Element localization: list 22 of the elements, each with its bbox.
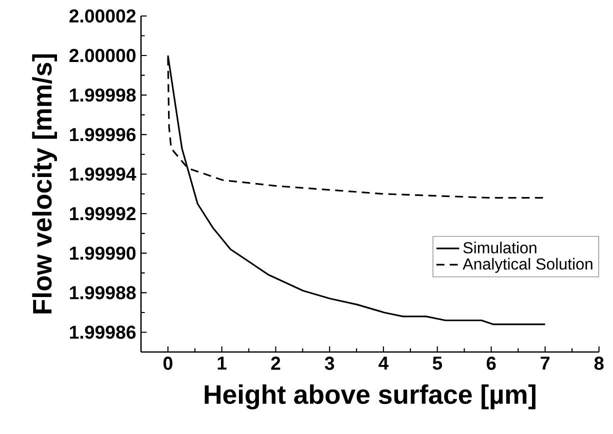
y-tick-label: 1.99996 <box>70 128 136 142</box>
x-tick-label: 4 <box>378 356 389 370</box>
x-axis-title: Height above surface [µm] <box>204 384 536 410</box>
x-tick-label: 3 <box>324 356 334 370</box>
legend-label: Simulation <box>463 242 536 254</box>
y-tick-label: 1.99992 <box>70 207 136 220</box>
x-tick-label: 6 <box>486 356 496 370</box>
y-tick-label: 1.99998 <box>70 88 136 102</box>
x-tick-label: 2 <box>271 356 280 370</box>
y-tick-label: 1.99990 <box>70 246 136 260</box>
y-axis-title: Flow velocity [mm/s] <box>32 54 58 314</box>
x-tick-label: 0 <box>163 356 172 370</box>
legend-label: Analytical Solution <box>462 258 592 273</box>
x-tick-label: 5 <box>432 356 442 370</box>
y-tick-label: 1.99986 <box>70 326 136 339</box>
y-tick-label: 2.00000 <box>69 48 136 62</box>
y-tick-label: 2.00002 <box>69 9 136 23</box>
x-tick-label: 1 <box>218 356 227 370</box>
x-tick-label: 7 <box>540 356 550 370</box>
x-tick-label: 8 <box>594 356 604 370</box>
y-tick-label: 1.99994 <box>70 167 136 181</box>
y-tick-label: 1.99988 <box>70 286 136 300</box>
